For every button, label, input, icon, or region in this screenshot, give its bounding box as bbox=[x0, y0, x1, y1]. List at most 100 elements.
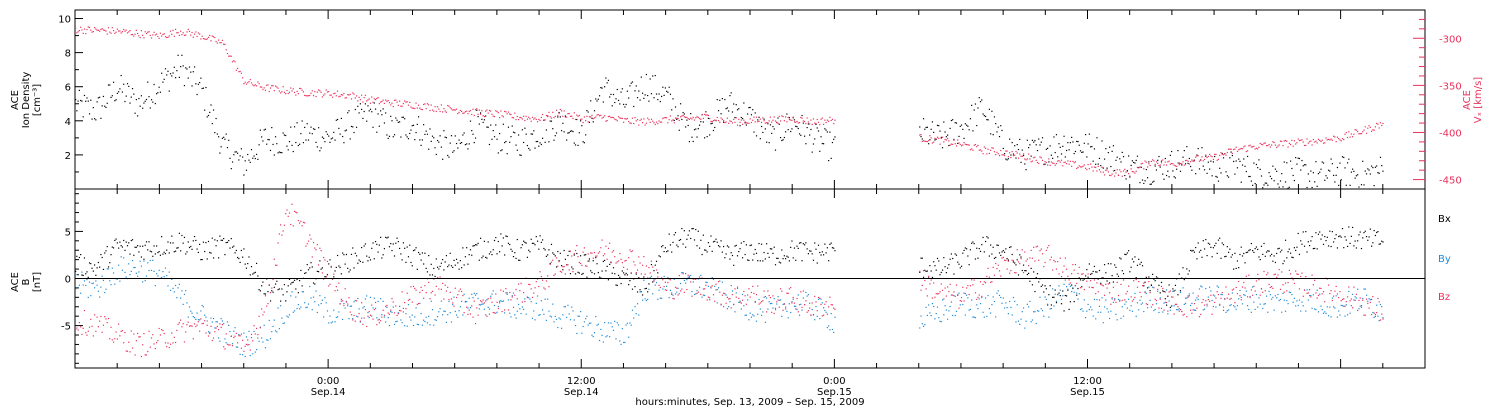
vx-point bbox=[192, 36, 194, 38]
density-point bbox=[768, 142, 770, 144]
bz-point bbox=[1067, 275, 1069, 277]
by-point bbox=[388, 324, 391, 327]
bz-point bbox=[728, 298, 730, 300]
bx-point bbox=[743, 240, 745, 243]
density-point bbox=[139, 105, 141, 107]
density-point bbox=[377, 113, 379, 115]
density-point bbox=[619, 103, 621, 105]
bz-point bbox=[415, 289, 417, 291]
bz-point bbox=[1148, 280, 1150, 283]
bz-point bbox=[523, 292, 525, 294]
bx-point bbox=[664, 247, 666, 249]
bx-point bbox=[159, 254, 161, 256]
vx-point bbox=[540, 116, 542, 119]
by-point bbox=[568, 313, 570, 315]
vx-point bbox=[825, 121, 827, 124]
by-point bbox=[228, 324, 230, 327]
density-point bbox=[276, 143, 278, 145]
density-point bbox=[83, 94, 86, 97]
by-point bbox=[536, 295, 539, 297]
bz-point bbox=[1259, 294, 1261, 296]
bz-point bbox=[396, 314, 398, 317]
bz-point bbox=[364, 309, 367, 311]
bz-point bbox=[1308, 289, 1311, 291]
bx-point bbox=[1255, 246, 1258, 248]
density-point bbox=[795, 125, 797, 127]
density-point bbox=[579, 120, 582, 122]
density-point bbox=[1357, 174, 1359, 176]
bx-point bbox=[753, 253, 755, 255]
bx-point bbox=[763, 251, 765, 254]
bx-point bbox=[963, 249, 965, 252]
vx-point bbox=[668, 119, 670, 121]
vx-point bbox=[361, 94, 363, 96]
density-point bbox=[719, 99, 721, 101]
bx-point bbox=[705, 249, 707, 251]
bx-point bbox=[683, 230, 685, 232]
bx-point bbox=[471, 254, 473, 256]
bz-point bbox=[726, 296, 728, 298]
vx-point bbox=[202, 37, 205, 40]
vx-point bbox=[764, 122, 766, 124]
by-point bbox=[1273, 309, 1275, 311]
bx-point bbox=[205, 242, 207, 244]
vx-point bbox=[125, 29, 127, 31]
vx-point bbox=[1028, 153, 1030, 155]
density-point bbox=[272, 143, 274, 146]
density-point bbox=[1229, 157, 1231, 159]
by-point bbox=[625, 324, 627, 326]
density-point bbox=[759, 138, 761, 140]
vx-point bbox=[936, 136, 939, 138]
vx-point bbox=[598, 115, 601, 117]
by-point bbox=[1249, 295, 1251, 298]
by-point bbox=[1236, 305, 1239, 307]
vx-point bbox=[386, 100, 388, 102]
vx-point bbox=[173, 35, 175, 37]
density-point bbox=[802, 122, 804, 124]
bx-point bbox=[111, 246, 113, 248]
vx-point bbox=[768, 120, 770, 122]
bz-point bbox=[552, 259, 554, 261]
bx-point bbox=[1082, 279, 1084, 281]
bx-point bbox=[161, 236, 163, 238]
by-point bbox=[1338, 310, 1340, 312]
bz-point bbox=[652, 266, 654, 268]
by-point bbox=[367, 312, 369, 314]
bx-point bbox=[329, 259, 331, 261]
vx-point bbox=[500, 110, 502, 112]
density-point bbox=[80, 99, 82, 102]
by-point bbox=[257, 337, 259, 339]
bx-point bbox=[528, 249, 530, 251]
by-point bbox=[287, 316, 289, 318]
density-point bbox=[554, 135, 556, 137]
vx-point bbox=[145, 32, 148, 35]
bz-point bbox=[82, 327, 84, 329]
bx-point bbox=[118, 247, 120, 249]
vx-point bbox=[1229, 148, 1231, 150]
bx-point bbox=[1201, 256, 1203, 258]
density-point bbox=[968, 129, 970, 131]
density-point bbox=[772, 125, 774, 128]
bz-point bbox=[1065, 268, 1068, 270]
density-point bbox=[645, 73, 647, 76]
by-point bbox=[1205, 287, 1207, 290]
by-point bbox=[200, 310, 202, 312]
bz-point bbox=[406, 292, 408, 294]
by-point bbox=[412, 324, 415, 327]
vx-point bbox=[1248, 145, 1250, 147]
vx-point bbox=[1233, 148, 1235, 151]
bz-point bbox=[453, 305, 455, 307]
by-point bbox=[1293, 297, 1295, 299]
bx-point bbox=[1350, 235, 1352, 237]
by-point bbox=[788, 303, 791, 305]
density-point bbox=[219, 152, 221, 154]
bx-point bbox=[1088, 263, 1090, 265]
bx-point bbox=[130, 239, 132, 242]
bz-point bbox=[572, 270, 574, 273]
bx-point bbox=[802, 243, 804, 245]
bx-point bbox=[969, 249, 971, 251]
by-point bbox=[1364, 288, 1366, 290]
bx-point bbox=[221, 239, 224, 241]
bz-point bbox=[607, 247, 610, 249]
by-point bbox=[561, 327, 563, 329]
